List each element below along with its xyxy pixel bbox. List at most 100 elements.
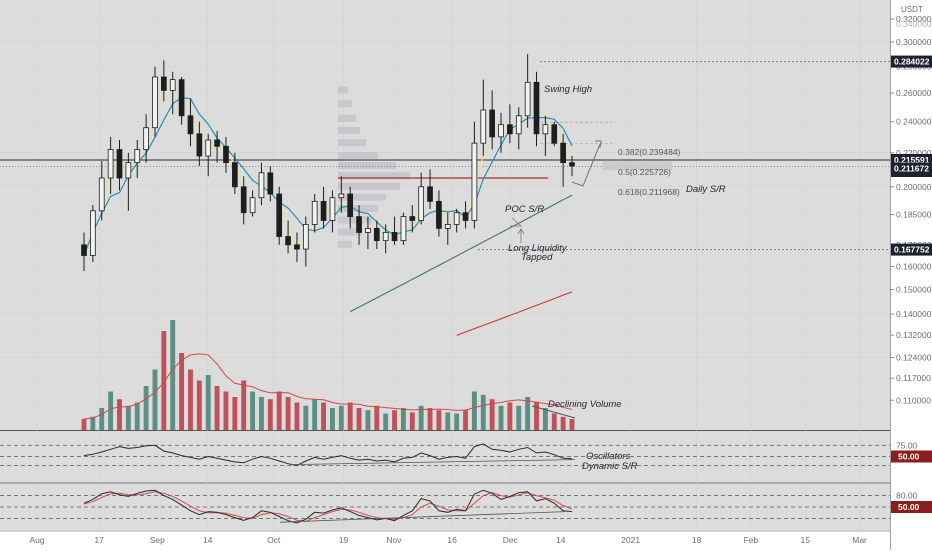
x-tick-label: 19 <box>339 535 349 545</box>
swing-low-level-value: 0.167752 <box>894 245 930 255</box>
x-tick-label: 15 <box>801 535 811 545</box>
candle-body[interactable] <box>418 186 425 221</box>
candle-body[interactable] <box>169 79 176 91</box>
candle-body[interactable] <box>365 228 371 233</box>
candle-body[interactable] <box>161 76 167 91</box>
candle-body[interactable] <box>427 186 433 202</box>
candle-body[interactable] <box>134 149 141 164</box>
candle-body[interactable] <box>258 172 265 199</box>
candle-body[interactable] <box>223 145 229 164</box>
candle-body[interactable] <box>515 115 522 135</box>
candle-body[interactable] <box>98 177 105 212</box>
volume-profile-bar <box>338 182 400 190</box>
candle-body[interactable] <box>231 162 238 188</box>
candle-body[interactable] <box>524 81 531 117</box>
volume-bar <box>436 410 442 430</box>
candle-body[interactable] <box>391 232 398 242</box>
volume-profile-bar <box>338 114 356 122</box>
candle-body[interactable] <box>152 76 158 129</box>
x-tick-label: Dec <box>503 535 519 545</box>
y-tick-label: 0.124000 <box>896 352 932 362</box>
y-tick-label: 0.140000 <box>896 309 932 319</box>
candle-body[interactable] <box>356 216 362 233</box>
candle-body[interactable] <box>338 193 345 199</box>
y-tick-label: 0.150000 <box>896 285 932 295</box>
y-tick-label: 0.260000 <box>896 88 932 98</box>
candle-body[interactable] <box>436 200 442 229</box>
volume-ma-line <box>83 353 573 420</box>
oscillators-label: Oscillators <box>586 451 631 462</box>
candle-body[interactable] <box>81 244 87 256</box>
candle-body[interactable] <box>347 193 354 217</box>
volume-bar <box>205 375 211 430</box>
candle-body[interactable] <box>125 162 132 179</box>
candle-body[interactable] <box>285 236 291 246</box>
volume-bar <box>294 402 300 430</box>
candle-body[interactable] <box>498 124 504 138</box>
candle-body[interactable] <box>533 81 540 135</box>
candle-body[interactable] <box>276 193 283 237</box>
candle-body[interactable] <box>569 162 575 167</box>
candle-body[interactable] <box>400 216 407 242</box>
volume-bar <box>454 413 460 430</box>
candle-body[interactable] <box>382 232 389 242</box>
candle-body[interactable] <box>471 142 478 221</box>
candle-body[interactable] <box>542 124 549 135</box>
candle-body[interactable] <box>205 139 212 157</box>
volume-bar <box>542 408 548 430</box>
volume-bar <box>400 408 406 430</box>
volume-bar <box>81 419 87 430</box>
candle-body[interactable] <box>444 224 451 229</box>
candle-body[interactable] <box>143 127 149 150</box>
swing-high-label: Swing High <box>544 84 592 95</box>
volume-profile-bar <box>338 193 386 201</box>
volume-trendline <box>531 405 576 419</box>
candle-body[interactable] <box>178 79 185 117</box>
candle-body[interactable] <box>214 139 220 147</box>
candle-body[interactable] <box>267 172 274 195</box>
candle-body[interactable] <box>560 142 566 164</box>
candle-body[interactable] <box>329 197 336 221</box>
candle-body[interactable] <box>196 133 203 157</box>
volume-bar <box>161 331 167 430</box>
candle-body[interactable] <box>249 197 256 214</box>
candle-body[interactable] <box>320 200 327 221</box>
volume-bar <box>188 369 193 430</box>
fib-0618-label: 0.618(0.211968) <box>618 187 680 197</box>
volume-profile-bar <box>338 240 352 248</box>
candle-body[interactable] <box>294 244 300 250</box>
candle-body[interactable] <box>240 186 247 214</box>
volume-bar <box>170 320 176 430</box>
rsi-value-badge <box>891 450 932 463</box>
candle-body[interactable] <box>187 115 194 135</box>
stoch-level-label: 80.00 <box>896 491 918 501</box>
candle-body[interactable] <box>302 224 309 250</box>
candle-body[interactable] <box>453 212 460 225</box>
candle-body[interactable] <box>551 124 558 144</box>
swing-low-level-badge <box>891 243 932 256</box>
candle-body[interactable] <box>90 210 96 256</box>
volume-bar <box>285 397 291 430</box>
candle-body[interactable] <box>489 109 495 138</box>
candle-body[interactable] <box>373 228 380 242</box>
volume-bar <box>232 397 238 430</box>
ma-200-line <box>456 291 573 336</box>
candle-body[interactable] <box>480 109 487 144</box>
candle-body[interactable] <box>116 149 123 179</box>
candle-body[interactable] <box>409 216 416 221</box>
volume-bar <box>463 410 468 430</box>
poc-pointer <box>510 217 523 227</box>
x-tick-label: 2021 <box>621 535 640 545</box>
candle-body[interactable] <box>107 149 114 179</box>
candle-body[interactable] <box>507 124 513 135</box>
volume-bar <box>347 402 353 430</box>
volume-bar <box>143 386 149 430</box>
volume-bar <box>250 391 256 430</box>
y-tick-label: 0.220000 <box>896 148 932 158</box>
stoch-k-line <box>83 489 573 524</box>
x-tick-label: 18 <box>692 535 702 545</box>
candle-body[interactable] <box>462 212 469 221</box>
candle-body[interactable] <box>311 200 318 225</box>
